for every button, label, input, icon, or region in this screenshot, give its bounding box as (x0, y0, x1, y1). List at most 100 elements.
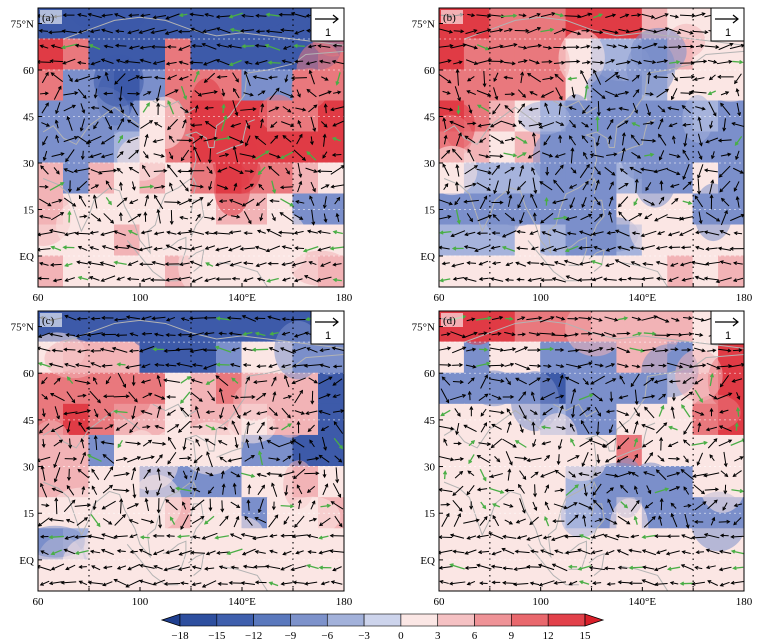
vector-arrow (454, 86, 461, 102)
coastline (591, 503, 605, 542)
vector-arrow (541, 231, 552, 236)
vector-arrow (323, 103, 328, 114)
vector-arrow (176, 138, 193, 143)
vector-arrow (490, 410, 505, 415)
vector-arrow (581, 197, 587, 209)
vector-arrow (718, 519, 731, 524)
vector-arrow (216, 550, 230, 555)
vector-arrow (101, 105, 114, 114)
vector-arrow (682, 200, 693, 205)
vector-arrow (243, 277, 254, 283)
vector-arrow (130, 102, 139, 116)
vector-arrow (540, 392, 555, 400)
vector-arrow (90, 184, 100, 190)
vector-arrow (53, 85, 62, 100)
vector-arrow (540, 470, 556, 478)
vector-arrow (671, 197, 679, 205)
vector-arrow (89, 152, 102, 159)
vector-arrow (617, 565, 628, 570)
vector-arrow (569, 423, 575, 432)
field-blob (592, 217, 639, 252)
vector-arrow (177, 332, 192, 337)
vector-arrow (489, 28, 504, 33)
vector-arrow (568, 135, 577, 146)
vector-arrow (207, 486, 215, 495)
vector-arrow (116, 197, 128, 208)
vector-arrow (114, 43, 127, 48)
vector-arrow (191, 565, 202, 570)
vector-arrow (518, 391, 527, 402)
vector-arrow (89, 230, 99, 235)
vector-arrow (568, 184, 577, 189)
vector-arrow (334, 515, 343, 528)
vector-arrow (39, 580, 50, 586)
vector-arrow (604, 316, 619, 322)
vector-arrow (113, 394, 130, 399)
field-cell (267, 559, 294, 591)
vector-arrow (554, 469, 566, 478)
reference-vector-label: 1 (725, 27, 731, 39)
vector-arrow (194, 104, 199, 113)
vector-arrow (142, 424, 151, 429)
vector-arrow (695, 44, 705, 48)
vector-arrow (708, 74, 716, 81)
vector-arrow (221, 103, 226, 114)
vector-arrow (66, 484, 75, 496)
vector-arrow (76, 180, 88, 192)
vector-arrow (697, 422, 702, 433)
vector-arrow (606, 44, 617, 49)
vector-arrow (634, 178, 639, 194)
vector-arrow (245, 438, 250, 449)
vector-arrow (190, 378, 203, 384)
vector-arrow (479, 137, 487, 143)
vector-arrow (309, 439, 315, 448)
vector-arrow (705, 426, 718, 432)
field-cell (463, 69, 491, 102)
vector-arrow (694, 565, 703, 570)
vector-arrow (127, 29, 140, 35)
vector-arrow (466, 581, 476, 586)
vector-arrow (529, 516, 539, 526)
vector-arrow (117, 134, 124, 144)
vector-arrow (592, 60, 605, 65)
vector-arrow (507, 468, 512, 481)
vector-arrow (178, 420, 191, 433)
vector-arrow (179, 215, 189, 220)
vector-arrow (658, 404, 665, 417)
field-blob (142, 96, 186, 150)
vector-arrow (66, 391, 76, 404)
vector-arrow (219, 407, 224, 419)
vector-arrow (322, 133, 327, 147)
field-blob (570, 127, 615, 174)
vector-arrow (204, 245, 216, 250)
colorbar-segment (253, 613, 291, 627)
vector-arrow (150, 29, 167, 35)
vector-arrow (621, 147, 626, 162)
vector-arrow (139, 262, 153, 267)
vector-arrow (500, 120, 517, 127)
vector-arrow (658, 196, 665, 205)
vector-arrow (77, 393, 87, 398)
vector-arrow (176, 231, 192, 236)
vector-arrow (680, 564, 694, 571)
vector-arrow (75, 363, 91, 368)
vector-arrow (165, 333, 176, 337)
vector-arrow (153, 332, 164, 337)
vector-arrow (579, 407, 591, 416)
vector-arrow (641, 423, 655, 431)
vector-arrow (716, 392, 733, 400)
vector-arrow (154, 184, 166, 189)
vector-arrow (604, 566, 616, 571)
vector-arrow (658, 393, 667, 401)
vector-arrow (318, 517, 331, 527)
vector-arrow (127, 75, 141, 82)
vector-arrow (679, 229, 693, 236)
vector-arrow (90, 169, 103, 175)
vector-arrow (90, 213, 102, 222)
field-cell (139, 224, 166, 257)
vector-arrow (709, 454, 715, 462)
vector-arrow (493, 180, 499, 195)
vector-arrow (554, 164, 564, 176)
vector-arrow (526, 73, 542, 83)
field-cell (565, 255, 592, 287)
